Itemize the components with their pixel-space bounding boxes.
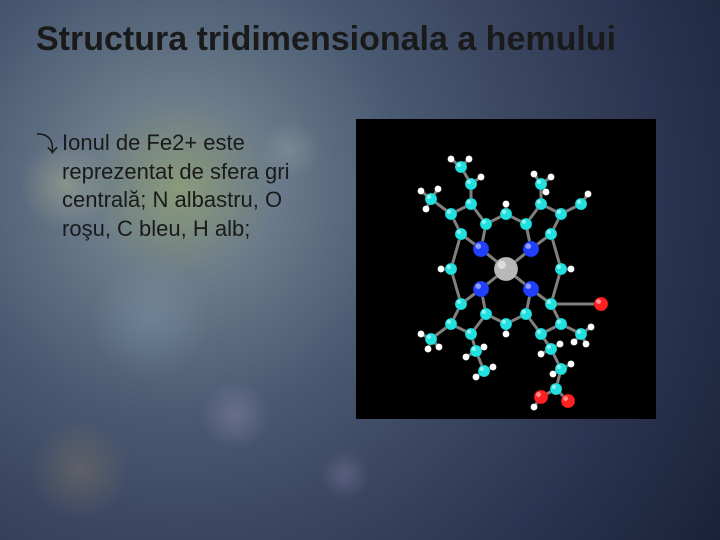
bullet-item: ⤵ Ionul de Fe2+ este reprezentat de sfer… — [36, 129, 336, 243]
slide: Structura tridimensionala a hemului ⤵ Io… — [0, 0, 720, 540]
molecule-image — [356, 119, 656, 419]
content-row: ⤵ Ionul de Fe2+ este reprezentat de sfer… — [36, 119, 684, 419]
slide-title: Structura tridimensionala a hemului — [36, 20, 684, 59]
text-column: ⤵ Ionul de Fe2+ este reprezentat de sfer… — [36, 119, 336, 243]
bullet-glyph-icon: ⤵ — [36, 131, 58, 160]
bullet-text: Ionul de Fe2+ este reprezentat de sfera … — [62, 129, 336, 243]
image-column — [356, 119, 656, 419]
